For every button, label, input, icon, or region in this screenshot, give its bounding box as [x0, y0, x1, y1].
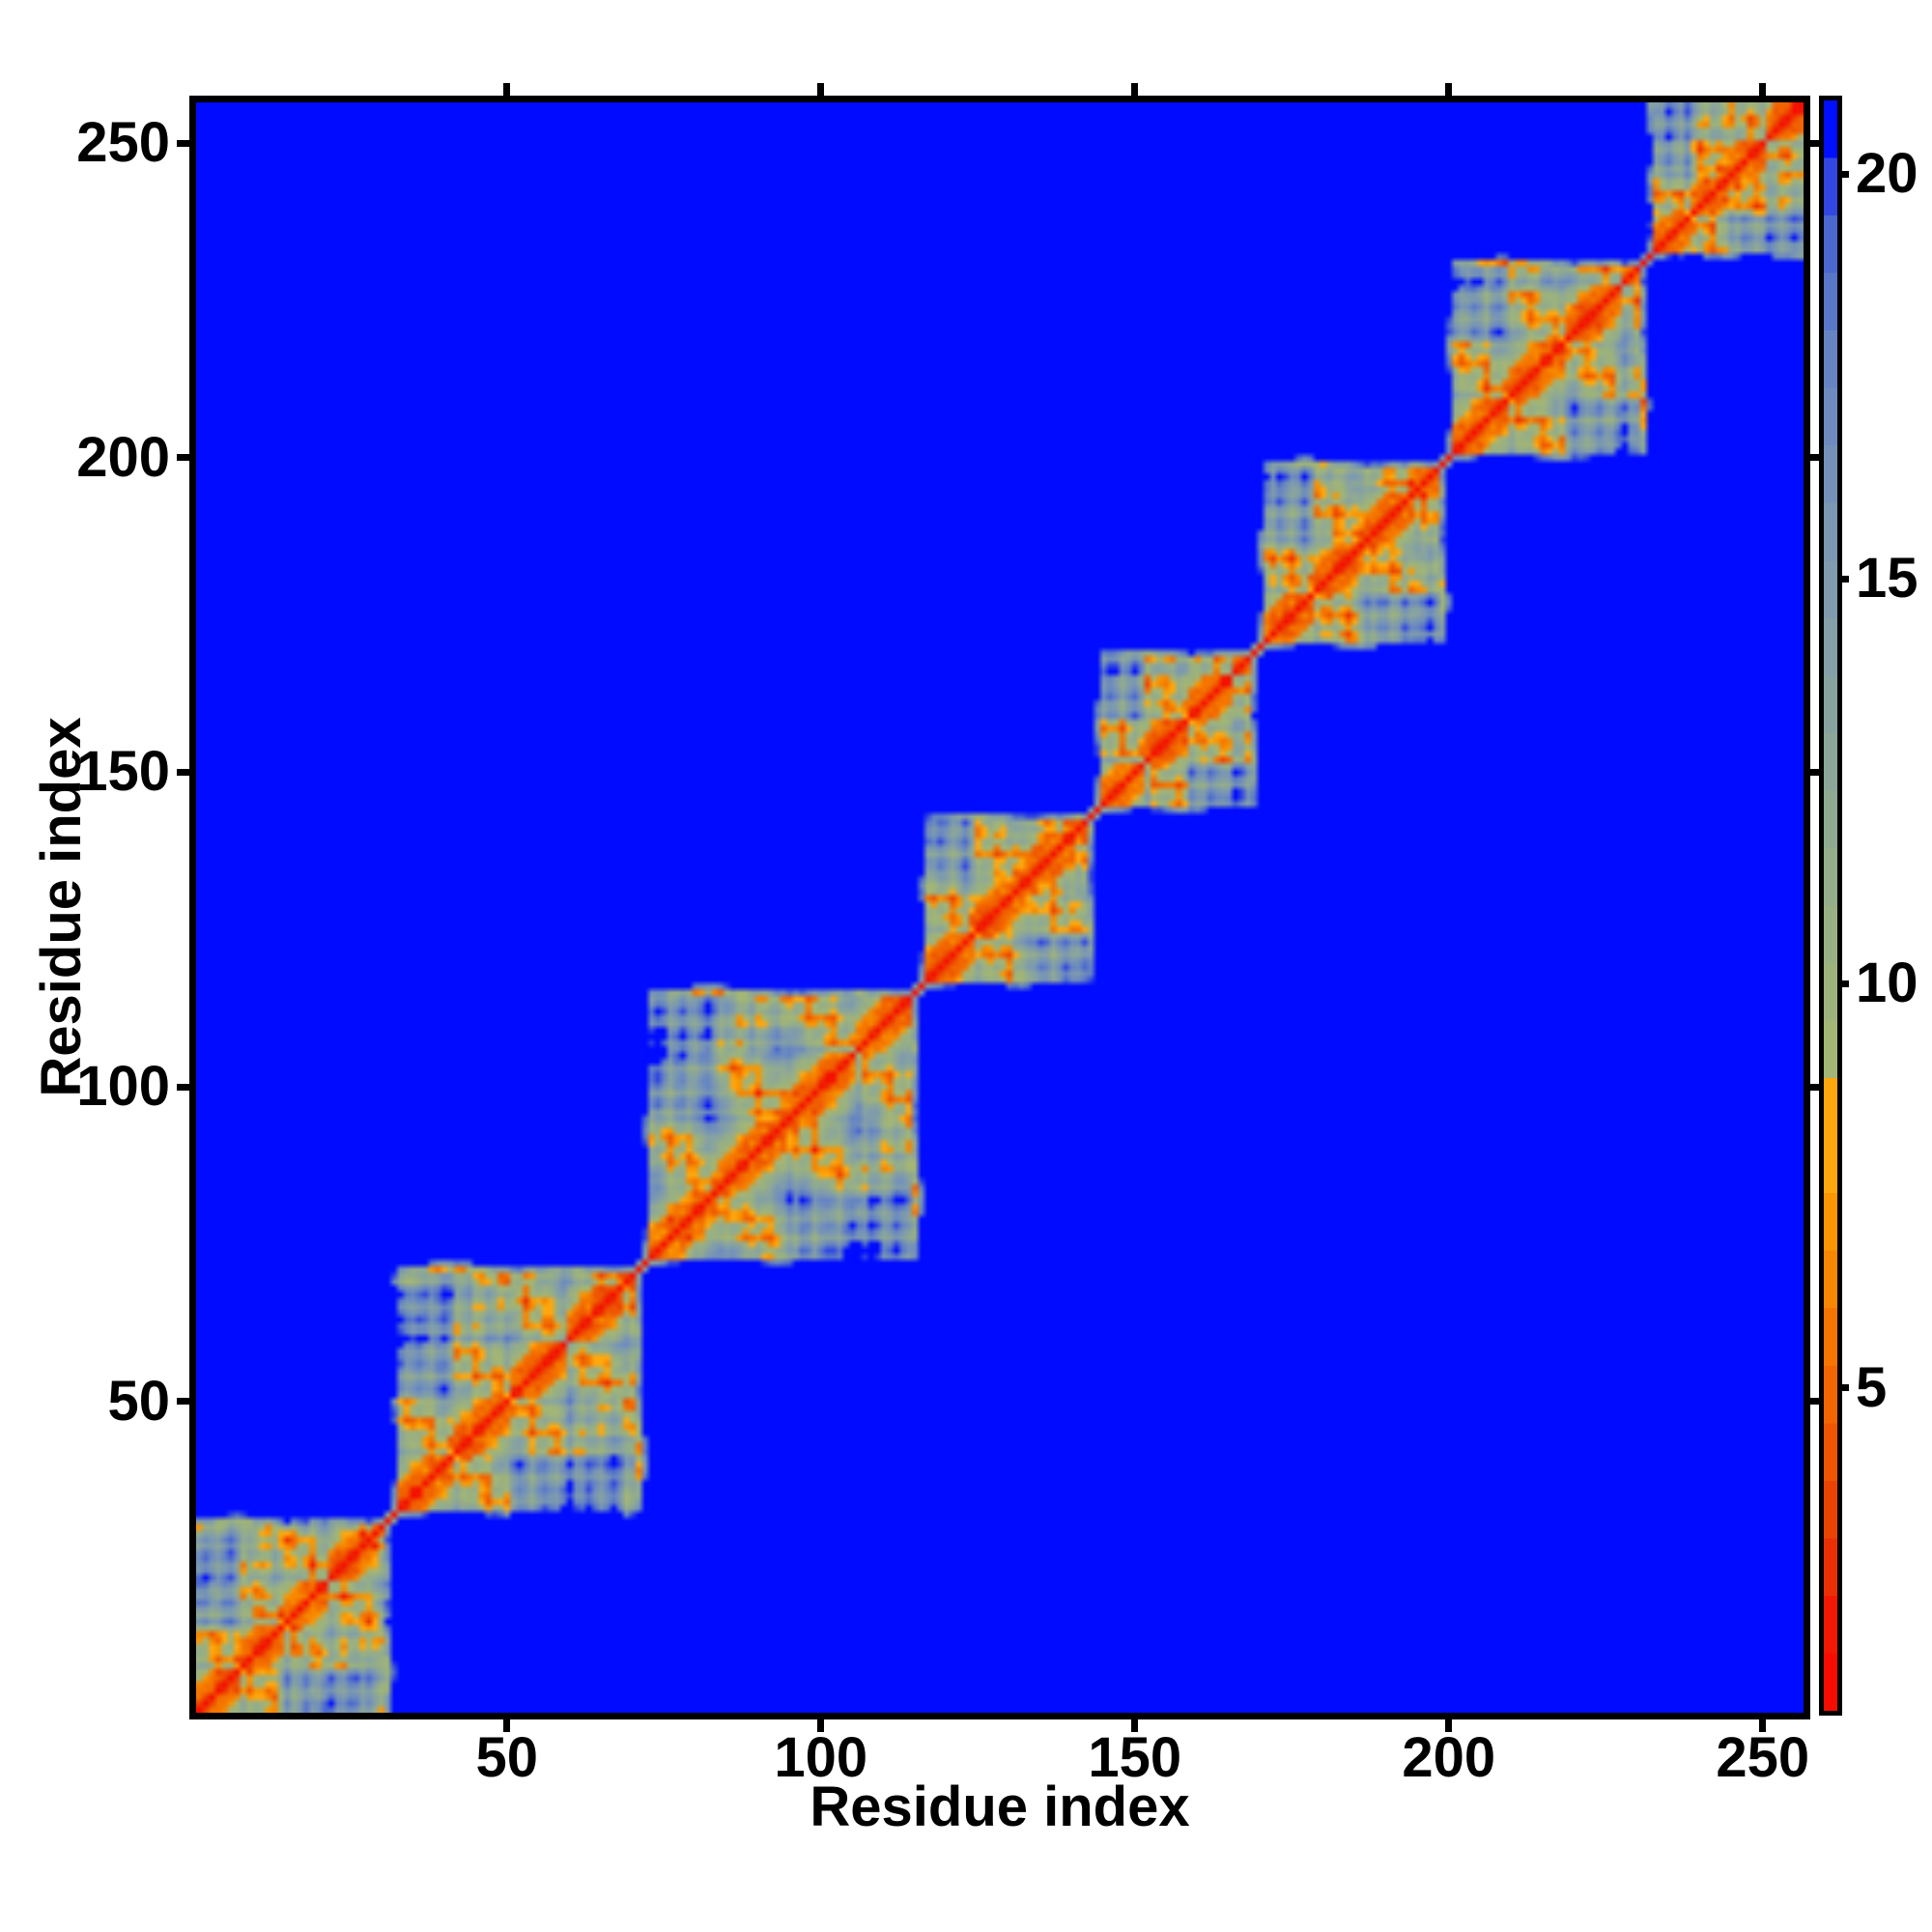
y-axis-tick-label: 200: [76, 425, 170, 489]
plot-frame: [189, 96, 1810, 1719]
x-axis-tick: [817, 83, 825, 96]
x-axis-tick-label: 200: [1402, 1726, 1496, 1789]
colorbar-tick-label: 10: [1856, 952, 1918, 1015]
colorbar-tick: [1837, 170, 1849, 178]
y-axis-tick-label: 100: [76, 1055, 170, 1119]
x-axis-tick-label: 100: [774, 1726, 868, 1789]
x-axis-tick: [1131, 1719, 1139, 1732]
y-axis-tick-label: 250: [76, 111, 170, 175]
colorbar: [1819, 96, 1842, 1716]
x-axis-tick: [1445, 83, 1453, 96]
x-axis-tick-label: 150: [1088, 1726, 1182, 1789]
y-axis-tick: [1810, 1398, 1823, 1406]
x-axis-tick: [503, 1719, 511, 1732]
y-axis-tick: [1810, 454, 1823, 462]
y-axis-tick: [177, 768, 189, 776]
y-axis-tick: [177, 139, 189, 147]
x-axis-tick-label: 50: [475, 1726, 538, 1789]
colorbar-tick-label: 5: [1856, 1355, 1888, 1419]
x-axis-tick: [503, 83, 511, 96]
y-axis-tick-label: 150: [76, 740, 170, 804]
y-axis-tick: [177, 454, 189, 462]
colorbar-tick-label: 15: [1856, 547, 1918, 611]
colorbar-tick: [1837, 1384, 1849, 1392]
y-axis-tick-label: 50: [107, 1369, 170, 1433]
x-axis-tick-label: 250: [1716, 1726, 1810, 1789]
y-axis-tick: [1810, 139, 1823, 147]
x-axis-tick: [1759, 1719, 1767, 1732]
colorbar-tick: [1837, 980, 1849, 987]
colorbar-gradient: [1824, 100, 1837, 1711]
heatmap-canvas: [196, 102, 1804, 1713]
x-axis-tick: [1445, 1719, 1453, 1732]
x-axis-tick: [1131, 83, 1139, 96]
colorbar-tick: [1837, 575, 1849, 582]
y-axis-tick: [1810, 768, 1823, 776]
colorbar-tick-label: 20: [1856, 142, 1918, 206]
x-axis-title: Residue index: [810, 1776, 1190, 1838]
y-axis-tick: [177, 1398, 189, 1406]
y-axis-tick: [177, 1083, 189, 1091]
x-axis-tick: [1759, 83, 1767, 96]
y-axis-tick: [1810, 1083, 1823, 1091]
x-axis-tick: [817, 1719, 825, 1732]
